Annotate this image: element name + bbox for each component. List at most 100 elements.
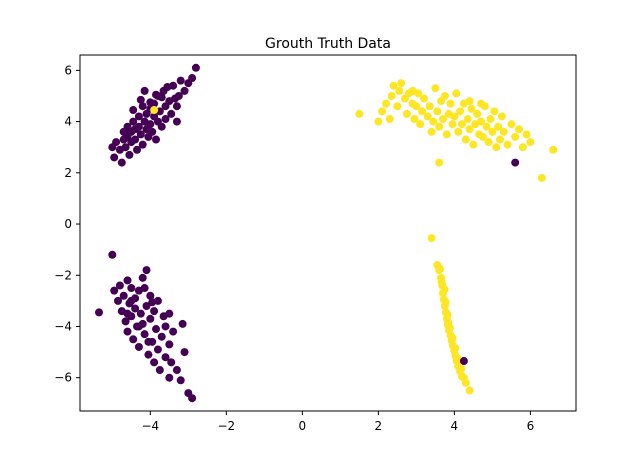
data-point-class-0 — [167, 358, 176, 367]
data-point-class-0 — [161, 322, 170, 331]
data-point-class-0 — [172, 117, 181, 126]
data-point-class-0 — [165, 373, 174, 382]
data-point-class-1 — [397, 79, 406, 88]
data-point-class-1 — [355, 109, 364, 118]
data-point-class-0 — [157, 332, 166, 341]
data-point-class-0 — [131, 135, 140, 144]
data-point-class-1 — [492, 143, 501, 152]
data-point-class-1 — [465, 125, 474, 134]
data-point-class-0 — [146, 120, 155, 129]
data-point-class-0 — [165, 340, 174, 349]
data-point-class-0 — [133, 145, 142, 154]
data-point-class-0 — [172, 102, 181, 111]
data-point-class-0 — [153, 345, 162, 354]
data-point-class-1 — [476, 99, 485, 108]
data-point-class-1 — [393, 102, 402, 111]
data-point-class-0 — [161, 353, 170, 362]
data-point-class-1 — [465, 386, 474, 395]
data-point-class-1 — [387, 91, 396, 100]
data-point-class-0 — [142, 301, 151, 310]
data-point-class-1 — [444, 318, 453, 327]
x-tick-label: 6 — [527, 419, 535, 433]
data-point-class-0 — [136, 130, 145, 139]
data-point-class-0 — [191, 63, 200, 72]
data-point-class-1 — [431, 84, 440, 93]
data-point-class-0 — [163, 83, 172, 92]
data-point-class-1 — [522, 130, 531, 139]
data-point-class-1 — [465, 97, 474, 106]
data-point-class-1 — [435, 264, 444, 273]
data-point-class-1 — [497, 112, 506, 121]
data-point-class-0 — [123, 276, 132, 285]
data-point-class-1 — [423, 112, 432, 121]
data-point-class-1 — [451, 344, 460, 353]
data-point-class-0 — [121, 317, 130, 326]
data-point-class-0 — [140, 86, 149, 95]
data-point-class-0 — [176, 76, 185, 85]
data-point-class-1 — [476, 117, 485, 126]
data-point-class-0 — [459, 357, 468, 366]
data-point-class-1 — [495, 135, 504, 144]
data-point-class-1 — [427, 127, 436, 136]
data-point-class-1 — [469, 140, 478, 149]
data-point-class-1 — [381, 99, 390, 108]
data-point-class-0 — [134, 322, 143, 331]
data-point-class-1 — [440, 91, 449, 100]
data-point-class-1 — [457, 364, 466, 373]
y-axis: −6 −4 −2 0 2 4 6 — [54, 63, 80, 385]
data-point-class-0 — [140, 330, 149, 339]
data-point-class-1 — [454, 127, 463, 136]
data-point-class-1 — [537, 173, 546, 182]
data-point-class-0 — [161, 115, 170, 124]
data-point-class-0 — [157, 93, 166, 102]
data-point-class-1 — [484, 138, 493, 147]
data-point-class-1 — [437, 277, 446, 286]
data-point-class-1 — [440, 285, 449, 294]
x-tick-label: −4 — [141, 419, 159, 433]
data-point-class-0 — [138, 273, 147, 282]
data-point-class-1 — [412, 102, 421, 111]
data-point-class-1 — [416, 120, 425, 129]
y-tick-label: 6 — [64, 63, 72, 77]
data-point-class-0 — [146, 291, 155, 300]
data-point-class-1 — [514, 125, 523, 134]
data-point-class-1 — [463, 115, 472, 124]
data-point-class-0 — [108, 250, 117, 259]
data-point-class-0 — [188, 394, 197, 403]
data-point-class-1 — [494, 122, 503, 131]
data-point-class-1 — [511, 132, 520, 141]
data-point-class-0 — [169, 327, 178, 336]
x-tick-label: 4 — [451, 419, 459, 433]
data-point-class-1 — [389, 81, 398, 90]
data-point-class-1 — [482, 122, 491, 131]
data-point-class-0 — [114, 296, 123, 305]
data-point-class-1 — [435, 122, 444, 131]
data-point-class-1 — [473, 109, 482, 118]
data-point-class-1 — [507, 120, 516, 129]
data-point-class-0 — [146, 98, 155, 107]
data-point-class-1 — [150, 106, 159, 115]
data-point-class-0 — [150, 307, 159, 316]
data-point-class-1 — [448, 334, 457, 343]
data-point-class-0 — [110, 286, 119, 295]
data-point-class-0 — [125, 150, 134, 159]
data-point-class-0 — [180, 348, 189, 357]
data-point-class-0 — [121, 143, 130, 152]
data-point-class-1 — [446, 99, 455, 108]
data-point-class-1 — [457, 120, 466, 129]
data-point-class-0 — [129, 106, 138, 115]
points-layer — [95, 63, 558, 403]
data-point-class-0 — [119, 291, 128, 300]
data-point-class-0 — [95, 308, 103, 317]
data-point-class-1 — [486, 115, 495, 124]
data-point-class-1 — [402, 109, 411, 118]
data-point-class-0 — [165, 309, 174, 318]
data-point-class-1 — [490, 107, 499, 116]
data-point-class-1 — [374, 117, 383, 126]
data-point-class-1 — [441, 298, 450, 307]
plot-frame — [79, 54, 577, 412]
data-point-class-1 — [438, 115, 447, 124]
data-point-class-0 — [131, 304, 140, 313]
data-point-class-1 — [378, 107, 387, 116]
